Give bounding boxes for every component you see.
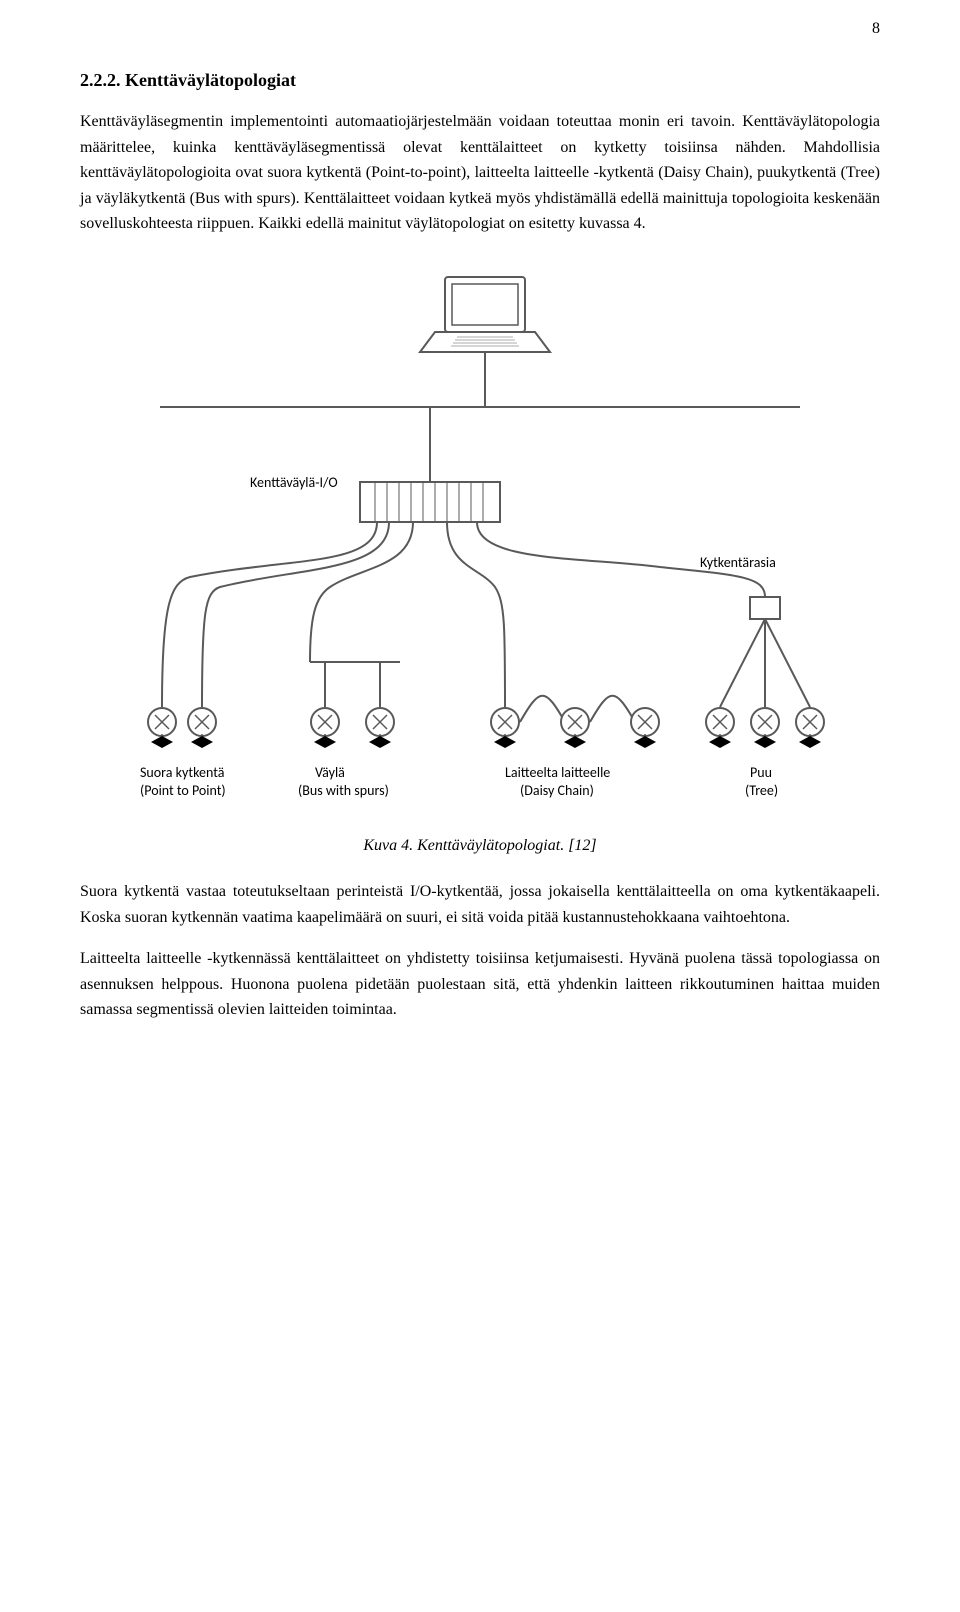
- device-ptp-1: [148, 708, 176, 748]
- laptop-icon: [420, 277, 550, 352]
- wire-ptp-2: [202, 522, 389, 707]
- device-daisy-2: [561, 708, 589, 748]
- paragraph-2: Suora kytkentä vastaa toteutukseltaan pe…: [80, 879, 880, 930]
- label-bus-2: (Bus with spurs): [298, 782, 389, 799]
- device-tree-2: [751, 708, 779, 748]
- label-daisy-2: (Daisy Chain): [520, 782, 594, 799]
- io-module-label: Kenttäväylä-I/O: [250, 474, 338, 491]
- label-ptp-1: Suora kytkentä: [140, 764, 224, 781]
- device-daisy-3: [631, 708, 659, 748]
- label-ptp-2: (Point to Point): [140, 782, 226, 799]
- label-tree-1: Puu: [750, 764, 772, 781]
- device-bus-1: [311, 708, 339, 748]
- wire-bus-main: [310, 522, 413, 662]
- figure-caption: Kuva 4. Kenttäväylätopologiat. [12]: [80, 837, 880, 855]
- figure-4: Kenttäväylä-I/O: [100, 267, 860, 827]
- section-heading: 2.2.2. Kenttäväylätopologiat: [80, 70, 880, 91]
- device-bus-2: [366, 708, 394, 748]
- daisy-link-12: [520, 696, 565, 722]
- label-bus-1: Väylä: [315, 764, 345, 781]
- label-daisy-1: Laitteelta laitteelle: [505, 764, 610, 781]
- paragraph-3: Laitteelta laitteelle -kytkennässä kentt…: [80, 946, 880, 1023]
- io-module-icon: [360, 482, 500, 522]
- paragraph-1: Kenttäväyläsegmentin implementointi auto…: [80, 109, 880, 237]
- junction-box-label: Kytkentärasia: [700, 554, 776, 571]
- label-tree-2: (Tree): [745, 782, 778, 799]
- topology-diagram: Kenttäväylä-I/O: [100, 267, 860, 827]
- wire-daisy-1: [447, 522, 505, 707]
- device-daisy-1: [491, 708, 519, 748]
- tree-branch-1: [720, 619, 765, 707]
- tree-branch-3: [765, 619, 810, 707]
- device-tree-3: [796, 708, 824, 748]
- daisy-link-23: [590, 696, 635, 722]
- junction-box-icon: [750, 597, 780, 619]
- wire-ptp-1: [162, 522, 377, 707]
- device-tree-1: [706, 708, 734, 748]
- page-number: 8: [872, 20, 880, 38]
- device-ptp-2: [188, 708, 216, 748]
